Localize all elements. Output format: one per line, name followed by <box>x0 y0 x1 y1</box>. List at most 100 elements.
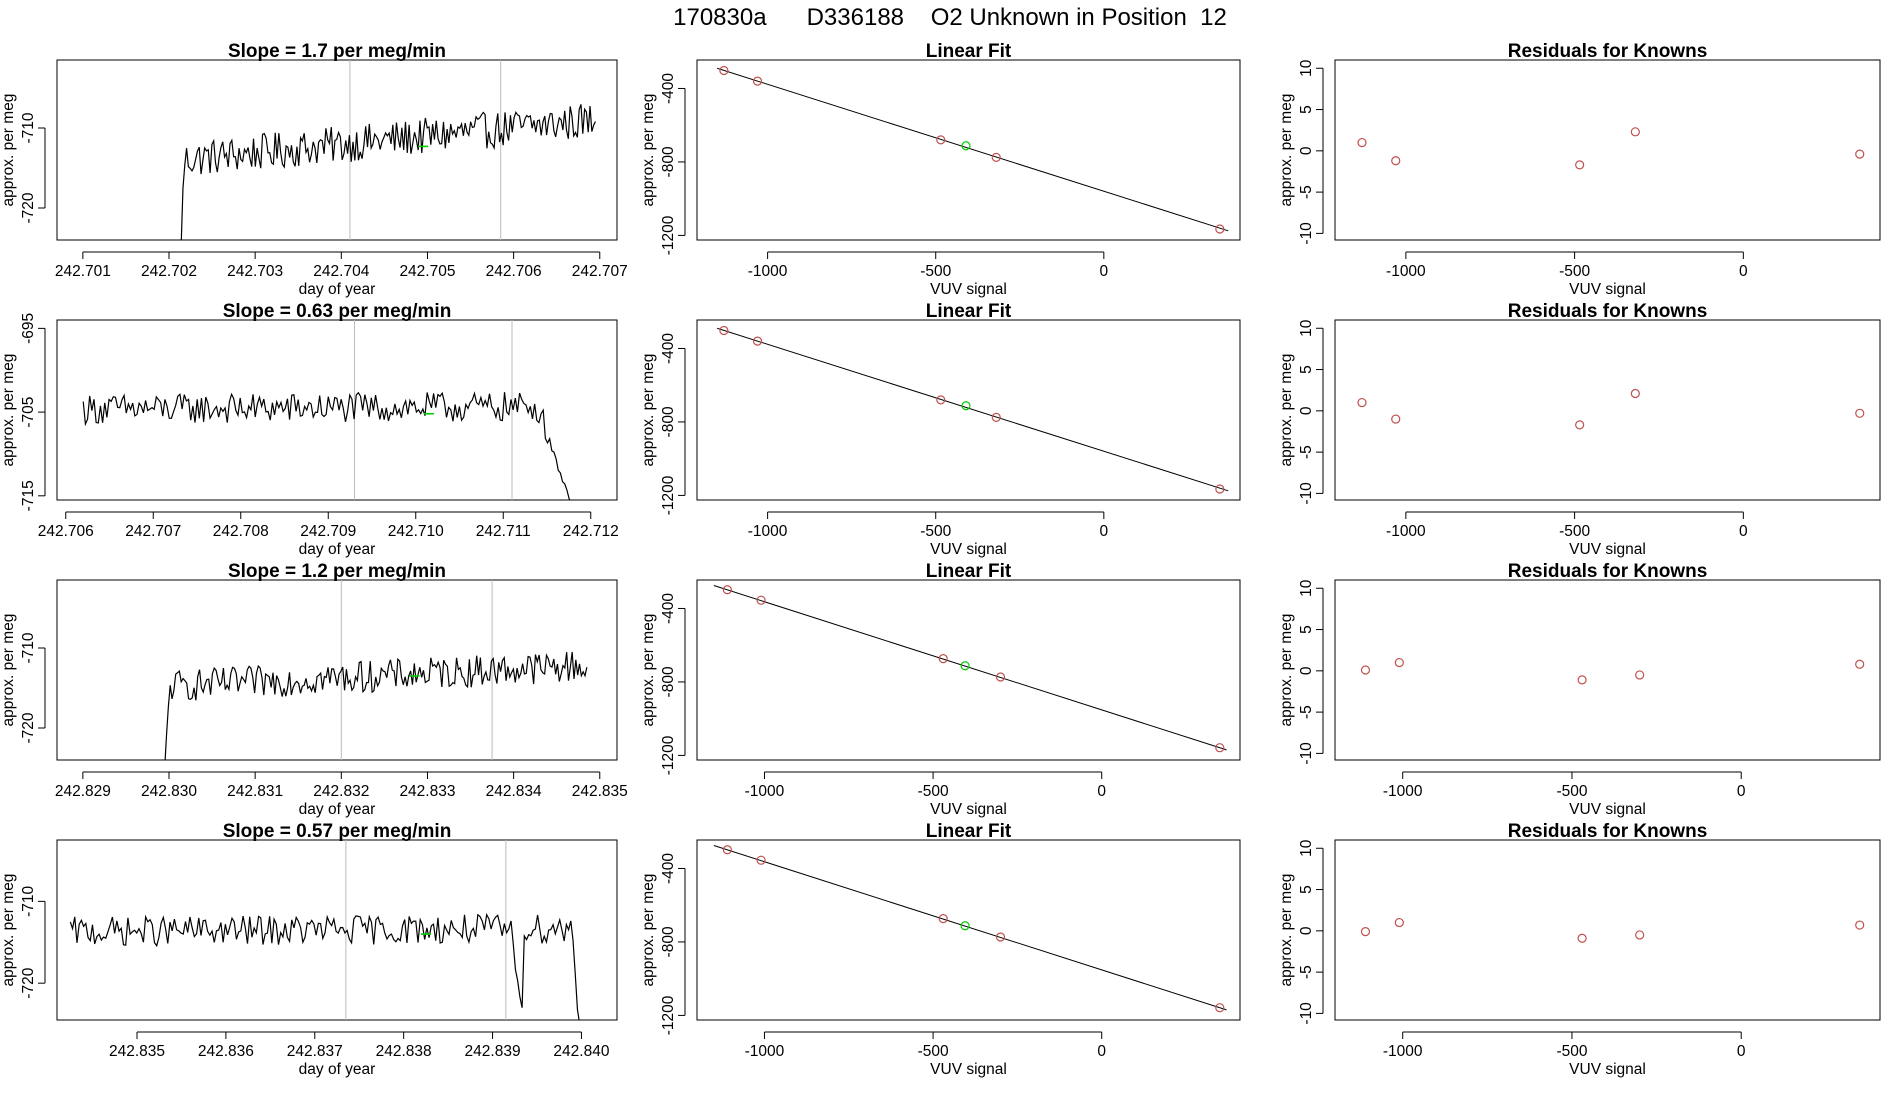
x-tick-label: 242.710 <box>388 523 444 540</box>
y-tick-label: 10 <box>1298 59 1315 77</box>
y-tick-label: -1200 <box>660 995 677 1035</box>
plot-frame <box>56 839 618 1021</box>
y-tick-label: -710 <box>20 112 37 143</box>
known-point <box>756 595 766 605</box>
x-axis-label: VUV signal <box>1569 801 1646 818</box>
x-axis-label: VUV signal <box>930 1061 1007 1078</box>
known-point <box>752 336 763 346</box>
y-tick-label: -705 <box>20 397 37 428</box>
x-tick-label: 242.712 <box>563 523 619 540</box>
y-tick-label: 10 <box>1298 579 1315 597</box>
x-axis-label: VUV signal <box>1569 281 1646 298</box>
y-tick-label: -5 <box>1298 445 1315 459</box>
y-tick-label: -720 <box>20 192 37 223</box>
known-point <box>1630 127 1640 137</box>
data-layer <box>1360 657 1865 685</box>
data-layer <box>180 60 596 240</box>
x-tick-label: 242.833 <box>399 783 455 800</box>
fit-line <box>717 67 1229 232</box>
y-tick-label: 5 <box>1298 105 1315 114</box>
y-tick-label: -10 <box>1298 742 1315 765</box>
x-tick-label: 0 <box>1737 1043 1746 1060</box>
x-axis-label: VUV signal <box>930 801 1007 818</box>
x-axis-label: VUV signal <box>930 541 1007 558</box>
plot-frame <box>56 319 618 501</box>
x-tick-label: -1000 <box>1386 523 1426 540</box>
x-tick-label: 242.709 <box>300 523 356 540</box>
signal-trace <box>69 912 580 1020</box>
known-point <box>1855 920 1865 930</box>
signal-trace <box>82 391 571 500</box>
panel-r2-c3: Residuals for Knowns -1000 -500 0 VUV signal… <box>1278 301 1881 558</box>
y-tick-label: -5 <box>1298 965 1315 979</box>
y-tick-label: 10 <box>1298 839 1315 857</box>
x-tick-label: 0 <box>1737 783 1746 800</box>
x-tick-label: -500 <box>1556 1043 1587 1060</box>
y-tick-label: -1200 <box>660 735 677 775</box>
x-tick-label: 242.705 <box>399 263 455 280</box>
known-point <box>1215 743 1225 753</box>
y-tick-label: -720 <box>20 712 37 743</box>
y-axis-label: approx. per meg <box>1278 354 1295 467</box>
x-tick-label: 242.707 <box>125 523 181 540</box>
panel-title: Residuals for Knowns <box>1508 41 1708 62</box>
panel-title: Linear Fit <box>926 41 1012 62</box>
x-axis-label: day of year <box>299 801 376 818</box>
data-layer <box>713 585 1227 753</box>
plot-frame <box>1334 319 1881 501</box>
panel-r2-c2: Linear Fit -1000 -500 0 VUV signal -1200 -800 -… <box>640 301 1241 558</box>
y-tick-label: -800 <box>660 146 677 177</box>
x-tick-label: -500 <box>1559 263 1590 280</box>
panel-r1-c3: Residuals for Knowns -1000 -500 0 VUV signal… <box>1278 41 1881 298</box>
known-point <box>1635 670 1645 680</box>
unknown-point <box>960 921 970 931</box>
y-tick-label: -1200 <box>660 215 677 255</box>
x-tick-label: 242.704 <box>313 263 369 280</box>
known-point <box>1855 408 1865 418</box>
x-tick-label: 242.835 <box>109 1043 165 1060</box>
data-layer <box>69 840 580 1020</box>
y-axis-label: approx. per meg <box>1278 94 1295 207</box>
x-tick-label: 242.703 <box>227 263 283 280</box>
known-point <box>722 845 732 855</box>
known-point <box>936 395 946 405</box>
y-tick-label: 0 <box>1298 666 1315 675</box>
x-tick-label: 242.706 <box>38 523 94 540</box>
y-tick-label: -5 <box>1298 185 1315 199</box>
panel-r1-c1: Slope = 1.7 per meg/min 242.701 242.702 242… <box>0 41 628 298</box>
x-tick-label: 0 <box>1100 523 1109 540</box>
y-tick-label: -400 <box>660 593 677 624</box>
known-point <box>1575 420 1585 430</box>
y-tick-label: -800 <box>660 666 677 697</box>
y-tick-label: -800 <box>660 406 677 437</box>
panel-title: Residuals for Knowns <box>1508 301 1708 322</box>
y-axis-label: approx. per meg <box>0 354 17 467</box>
x-tick-label: 242.836 <box>198 1043 254 1060</box>
x-tick-label: 242.831 <box>227 783 283 800</box>
signal-trace <box>180 104 596 240</box>
x-tick-label: -1000 <box>1383 783 1423 800</box>
known-point <box>938 914 948 924</box>
x-tick-label: 242.835 <box>572 783 628 800</box>
known-point <box>752 76 763 86</box>
known-point <box>991 412 1001 422</box>
x-tick-label: -500 <box>1556 783 1587 800</box>
y-tick-label: 0 <box>1298 146 1315 155</box>
x-axis-label: day of year <box>299 281 376 298</box>
x-tick-label: 242.708 <box>213 523 269 540</box>
panel-r4-c1: Slope = 0.57 per meg/min 242.835 242.836 24… <box>0 821 618 1078</box>
x-tick-label: -1000 <box>1383 1043 1423 1060</box>
x-tick-label: 242.702 <box>141 263 197 280</box>
known-point <box>991 152 1001 162</box>
x-axis-label: VUV signal <box>1569 541 1646 558</box>
x-tick-label: 242.832 <box>313 783 369 800</box>
plot-frame <box>696 579 1241 761</box>
y-tick-label: -1200 <box>660 475 677 515</box>
y-axis-label: approx. per meg <box>640 874 657 987</box>
known-point <box>1635 930 1645 940</box>
y-axis-label: approx. per meg <box>1278 874 1295 987</box>
x-tick-label: 242.701 <box>55 263 111 280</box>
known-point <box>1215 484 1225 494</box>
signal-trace <box>164 651 588 760</box>
